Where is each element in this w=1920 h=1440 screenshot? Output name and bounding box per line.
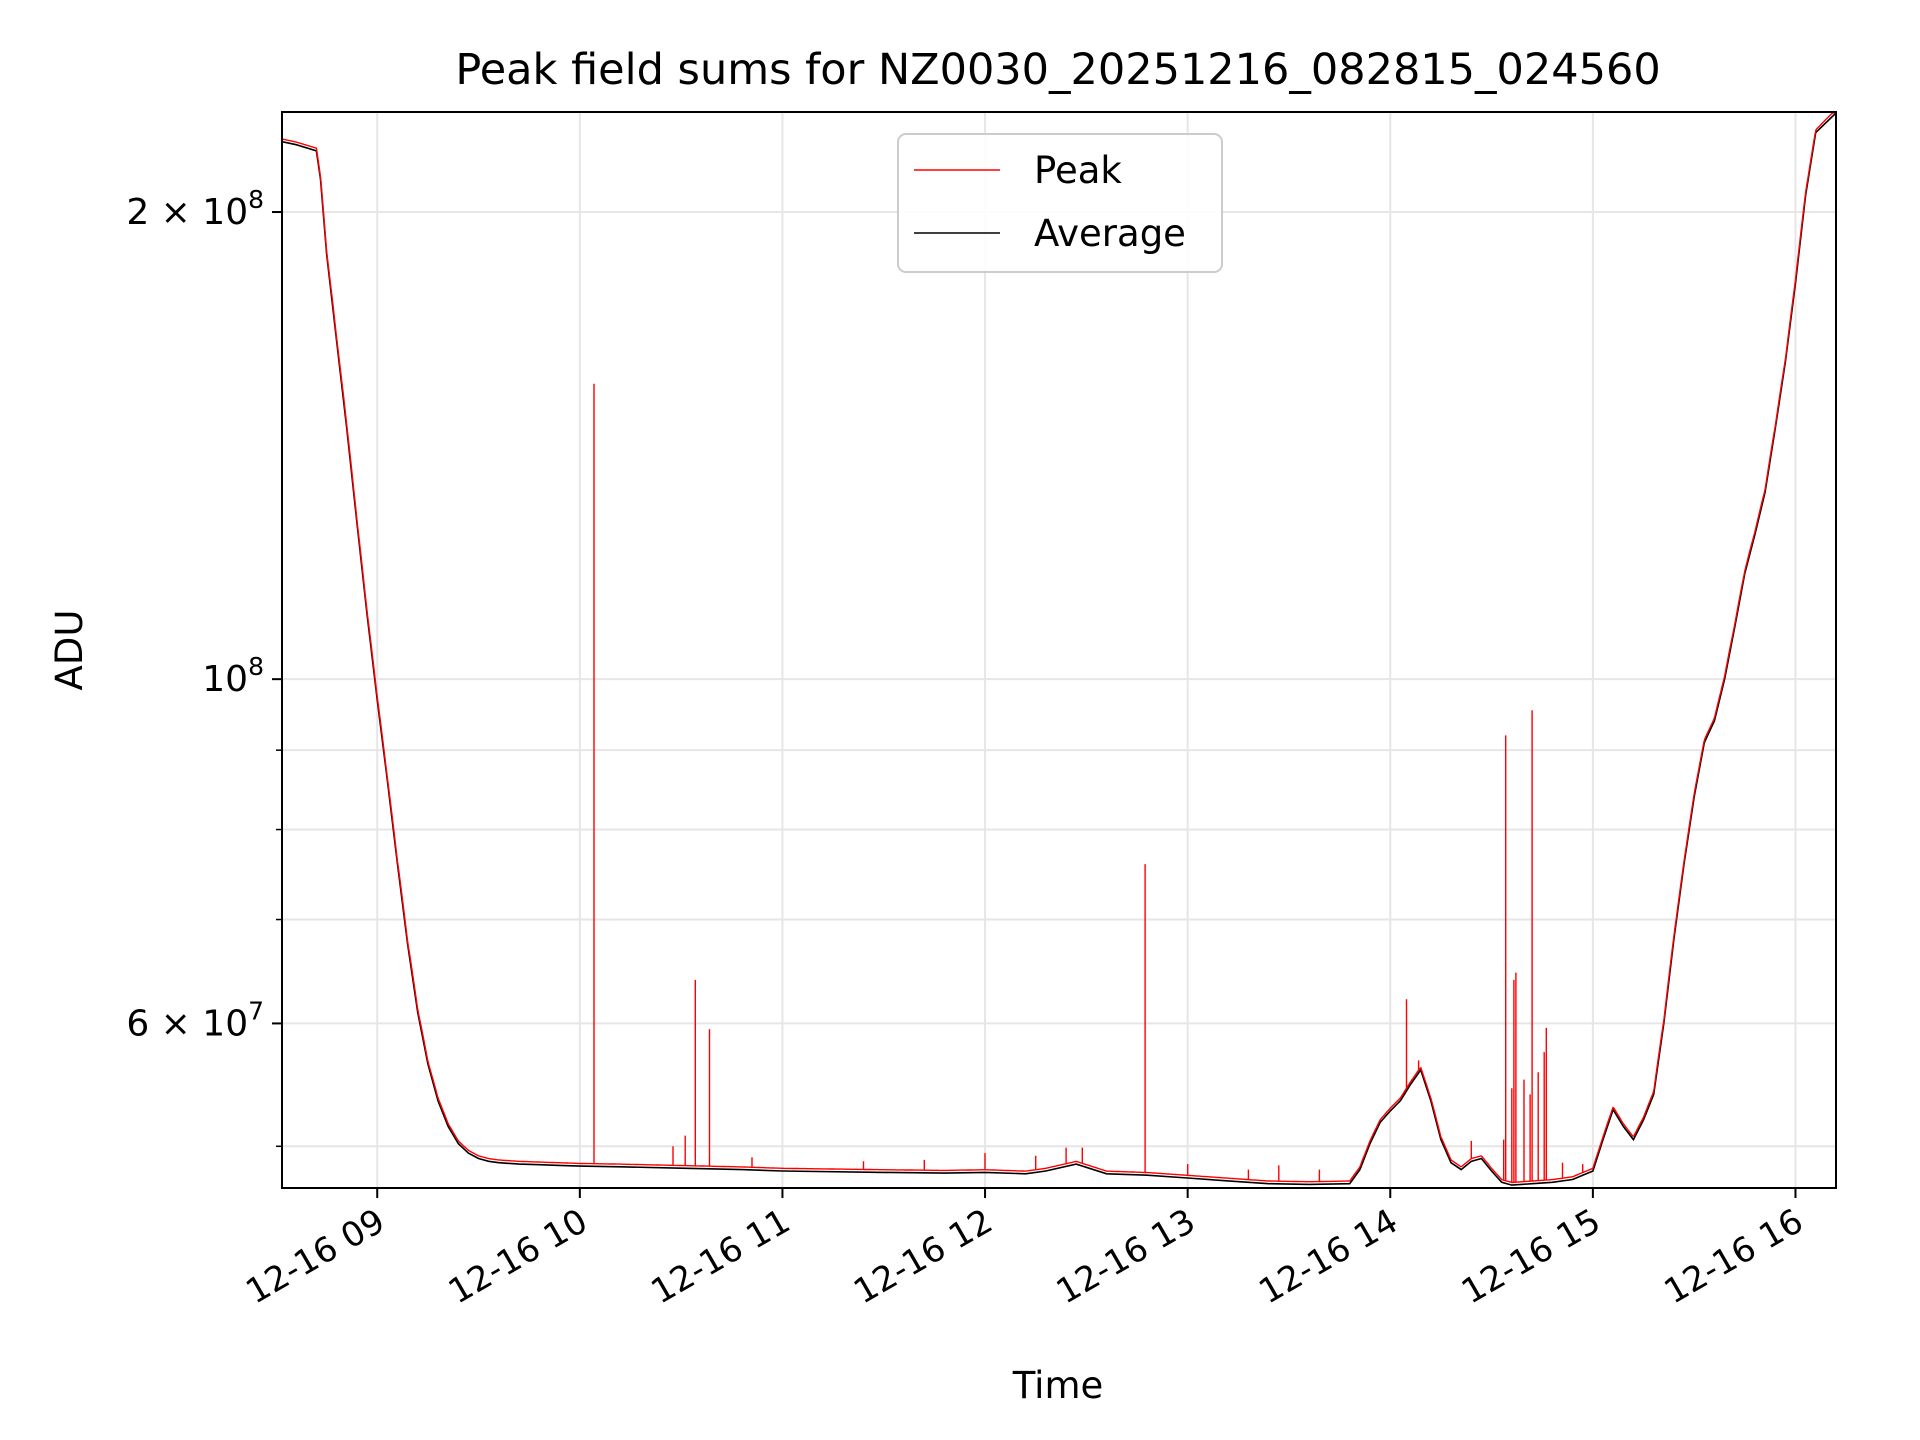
y-tick-base: 10 [202, 659, 248, 700]
legend-peak-label: Peak [1034, 149, 1122, 192]
legend-average-label: Average [1034, 212, 1186, 255]
y-tick-label: 6 × 107 [126, 996, 264, 1044]
legend-box [897, 133, 1223, 273]
x-axis-label: Time [1012, 1364, 1104, 1407]
y-tick-label: 2 × 108 [126, 185, 264, 233]
y-tick-base: 2 × 10 [126, 192, 248, 233]
legend: Peak Average [897, 133, 1223, 273]
y-tick-exponent: 7 [248, 996, 264, 1025]
y-tick-label: 108 [202, 652, 264, 700]
plot-frame [281, 111, 1837, 1189]
peak-series [281, 112, 1836, 1184]
chart-title: Peak field sums for NZ0030_20251216_0828… [455, 45, 1660, 95]
y-axis-label: ADU [48, 610, 91, 691]
y-tick-base: 6 × 10 [126, 1003, 248, 1044]
peak-line [281, 112, 1836, 1184]
y-tick-exponent: 8 [248, 185, 264, 214]
y-tick-exponent: 8 [248, 652, 264, 681]
